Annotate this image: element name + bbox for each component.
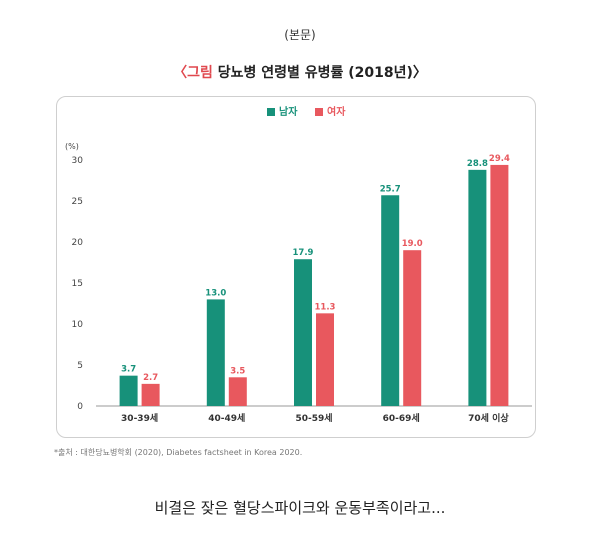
y-tick-label: 20 [72,238,84,248]
x-tick-label: 70세 이상 [468,412,509,424]
y-tick-label: 0 [77,402,83,412]
bar [468,169,487,406]
x-tick-label: 50-59세 [295,412,332,424]
data-label: 29.4 [489,154,510,164]
y-tick-label: 30 [72,156,84,166]
data-label: 25.7 [380,184,401,194]
chart-card: (%) 0 5 10 15 20 25 30 남자 여자 3.7 2.7 30-39세 13.0 3.5 40… [56,96,536,438]
bar [119,375,138,406]
bar [490,164,509,406]
data-label: 11.3 [315,302,336,312]
bar [403,250,422,406]
data-label: 3.7 [121,365,136,375]
data-label: 13.0 [205,288,226,298]
x-tick-label: 40-49세 [208,412,245,424]
bar [316,313,334,406]
x-tick-label: 30-39세 [121,412,158,424]
source-note: *출처 : 대한당뇨병학회 (2020), Diabetes factsheet… [54,448,303,457]
bar [381,195,400,406]
bar [141,383,160,406]
bar [228,377,247,406]
legend-label: 남자 [279,105,298,118]
bar-chart: (%) 0 5 10 15 20 25 30 남자 여자 3.7 2.7 30-39세 13.0 3.5 40… [65,105,532,424]
y-tick-label: 25 [72,197,83,207]
data-label: 28.8 [467,159,488,169]
figure-title-text: 당뇨병 연령별 유병률 (2018년)〉 [217,65,427,81]
y-tick-label: 5 [77,361,83,371]
legend-swatch [267,108,275,116]
bar [206,299,225,406]
figure-title: 〈그림 당뇨병 연령별 유병률 (2018년)〉 [0,62,600,82]
y-axis-unit: (%) [65,142,79,151]
caption-text: 비결은 잦은 혈당스파이크와 운동부족이라고... [154,499,446,517]
y-tick-label: 15 [72,279,83,289]
data-label: 17.9 [293,248,314,258]
y-tick-label: 10 [72,320,84,330]
bar [294,259,312,406]
x-tick-label: 60-69세 [383,412,420,424]
figure-label: 〈그림 [173,65,213,81]
data-label: 19.0 [402,239,423,249]
legend-swatch [315,108,323,116]
data-label: 2.7 [143,373,158,383]
legend-label: 여자 [327,105,346,118]
data-label: 3.5 [230,366,245,376]
top-note: (본문) [284,28,316,42]
